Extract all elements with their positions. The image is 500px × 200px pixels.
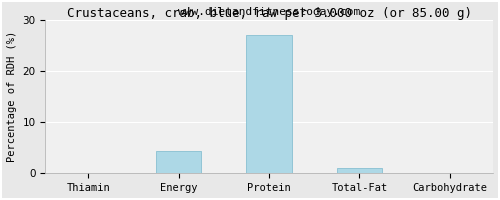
Title: Crustaceans, crab, blue, raw per 3.000 oz (or 85.00 g): Crustaceans, crab, blue, raw per 3.000 o… bbox=[66, 7, 471, 20]
Bar bbox=[156, 151, 202, 173]
Y-axis label: Percentage of RDH (%): Percentage of RDH (%) bbox=[7, 31, 17, 162]
Bar bbox=[246, 35, 292, 173]
Bar bbox=[337, 168, 382, 173]
Text: www.dietandfitnesstoday.com: www.dietandfitnesstoday.com bbox=[178, 7, 360, 17]
